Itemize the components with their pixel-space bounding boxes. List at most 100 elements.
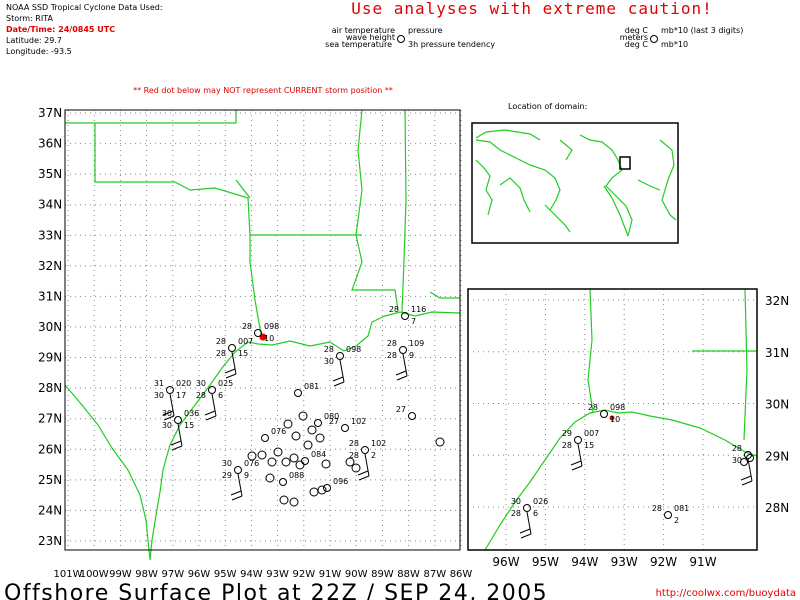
legend-wave: wave height bbox=[346, 33, 395, 42]
lat-label: 35N bbox=[38, 167, 62, 181]
station-air: 28 bbox=[588, 403, 598, 412]
station-pressure: 036 bbox=[184, 409, 199, 418]
wind-barb bbox=[230, 490, 242, 496]
lon-label: 96W bbox=[188, 569, 211, 580]
station bbox=[361, 446, 369, 454]
buoy bbox=[273, 447, 283, 457]
wind-barb bbox=[358, 475, 370, 481]
lat-label: 27N bbox=[38, 412, 62, 426]
buoy bbox=[283, 419, 293, 429]
lon-label: 95W bbox=[214, 569, 237, 580]
lon-label: 95W bbox=[532, 555, 559, 569]
buoy bbox=[257, 450, 267, 460]
station-air: 27 bbox=[396, 405, 406, 414]
station-tendency: 9 bbox=[244, 471, 249, 480]
border bbox=[401, 109, 407, 313]
station bbox=[664, 511, 672, 519]
inset-map: 32N 31N 30N 29N 28N 96W 95W 94W 93W 92W 91W 28 098 10… bbox=[467, 288, 789, 569]
wind-barb bbox=[177, 423, 183, 447]
station-pressure: 116 bbox=[411, 305, 426, 314]
lon-label: 89W bbox=[371, 569, 394, 580]
lon-label: 101W bbox=[54, 569, 83, 580]
lon-label: 94W bbox=[571, 555, 598, 569]
border bbox=[743, 288, 748, 441]
buoy bbox=[317, 485, 327, 495]
border bbox=[65, 110, 237, 124]
station bbox=[336, 352, 344, 360]
station-air: 28 bbox=[387, 339, 397, 348]
station bbox=[294, 389, 302, 397]
lon-label: 99W bbox=[109, 569, 132, 580]
station-sea: 29 bbox=[222, 471, 232, 480]
station-sea: 28 bbox=[562, 441, 572, 450]
station bbox=[228, 344, 236, 352]
station bbox=[408, 412, 416, 420]
wind-barb bbox=[169, 393, 175, 417]
buoy bbox=[746, 454, 754, 462]
lat-label: 32N bbox=[765, 294, 789, 308]
station-pressure: 020 bbox=[176, 379, 191, 388]
world-map bbox=[471, 122, 679, 244]
station-air: 28 bbox=[242, 322, 252, 331]
buoy bbox=[298, 411, 308, 421]
legend-tendency: 3h pressure tendency bbox=[408, 40, 495, 49]
lat-label: 32N bbox=[38, 259, 62, 273]
lon-label: 87W bbox=[423, 569, 446, 580]
wind-barb bbox=[231, 495, 243, 501]
warning-text: ** Red dot below may NOT represent CURRE… bbox=[133, 86, 393, 95]
wind-barb bbox=[402, 353, 408, 377]
station-tendency: 15 bbox=[184, 421, 194, 430]
border bbox=[64, 384, 151, 561]
border bbox=[429, 291, 460, 299]
lon-label: 93W bbox=[611, 555, 638, 569]
domain-box bbox=[619, 156, 631, 170]
continent bbox=[637, 179, 661, 191]
continent bbox=[475, 129, 541, 141]
lon-label: 97W bbox=[161, 569, 184, 580]
continent bbox=[544, 204, 571, 233]
latitude-text: Latitude: 29.7 bbox=[6, 36, 62, 45]
station-pressure: 026 bbox=[533, 497, 548, 506]
lon-label: 93W bbox=[266, 569, 289, 580]
lat-label: 30N bbox=[765, 398, 789, 412]
station-pressure: 102 bbox=[351, 417, 366, 426]
station-air: 30 bbox=[196, 379, 206, 388]
lon-label: 91W bbox=[319, 569, 342, 580]
wind-barb bbox=[332, 376, 344, 382]
station-tendency: 9 bbox=[409, 351, 414, 360]
station bbox=[314, 419, 322, 427]
wind-barb bbox=[357, 470, 369, 476]
station-pressure: 084 bbox=[311, 450, 326, 459]
legend-unit: deg C bbox=[625, 40, 649, 49]
station-air: 28 bbox=[216, 337, 226, 346]
buoy bbox=[265, 473, 275, 483]
continent bbox=[579, 134, 633, 237]
storm-dot bbox=[609, 415, 615, 421]
station-tendency: 6 bbox=[533, 509, 538, 518]
wind-barb bbox=[741, 480, 753, 486]
station-air: 28 bbox=[652, 504, 662, 513]
wind-barb bbox=[747, 458, 753, 482]
station bbox=[399, 346, 407, 354]
buoy bbox=[321, 459, 331, 469]
lon-label: 91W bbox=[689, 555, 716, 569]
lat-label: 33N bbox=[38, 228, 62, 242]
continent bbox=[499, 177, 531, 213]
buoy bbox=[267, 457, 277, 467]
buoy bbox=[295, 460, 305, 470]
wind-barb bbox=[396, 375, 408, 381]
buoy bbox=[291, 431, 301, 441]
lat-label: 31N bbox=[38, 289, 62, 303]
lat-label: 28N bbox=[38, 381, 62, 395]
wind-barb bbox=[526, 511, 532, 535]
station-sea: 28 bbox=[349, 451, 359, 460]
lon-label: 86W bbox=[450, 569, 473, 580]
coastline bbox=[149, 311, 461, 561]
legend-unit: mb*10 (last 3 digits) bbox=[661, 26, 743, 35]
station-tendency: 2 bbox=[371, 451, 376, 460]
continent bbox=[475, 139, 561, 211]
wind-barb bbox=[163, 415, 175, 421]
lat-label: 26N bbox=[38, 442, 62, 456]
